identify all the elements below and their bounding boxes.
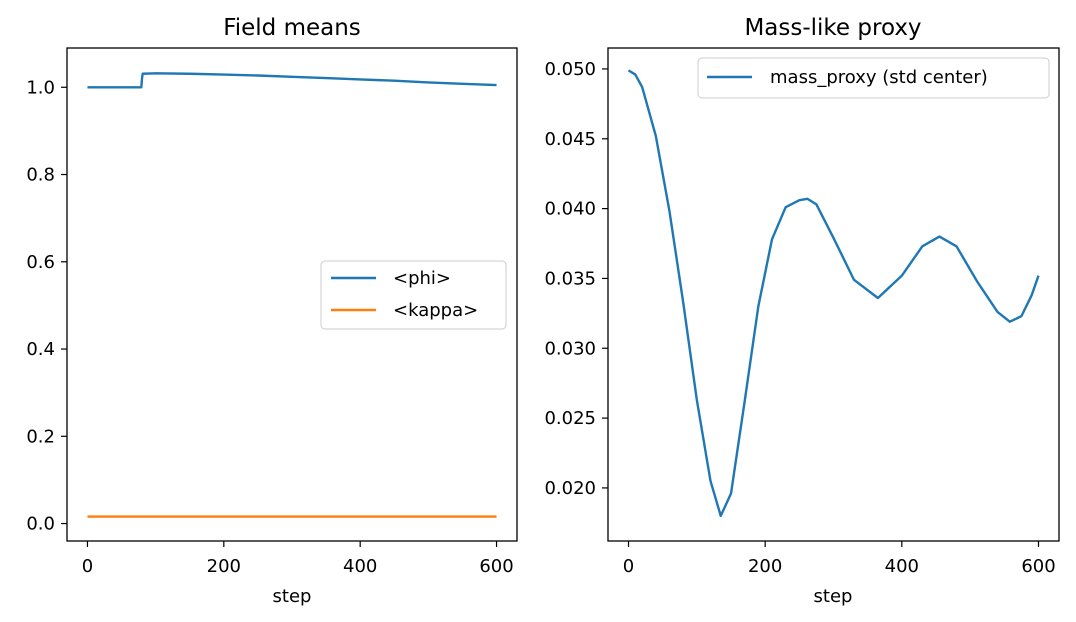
- y-tick-label: 0.4: [26, 339, 55, 360]
- y-tick-label: 0.030: [544, 338, 596, 359]
- legend-label-mass-proxy: mass_proxy (std center): [770, 67, 988, 88]
- x-tick-label: 200: [748, 556, 782, 577]
- panel-mass-proxy: Mass-like proxy 0 200 400 600 0.020 0.025 0.03…: [544, 15, 1060, 607]
- x-axis-label: step: [814, 586, 853, 607]
- legend: <phi> <kappa>: [320, 260, 507, 330]
- legend-label-phi: <phi>: [393, 268, 451, 289]
- axes-frame: [66, 47, 518, 542]
- y-tick-label: 0.020: [544, 478, 596, 499]
- legend: mass_proxy (std center): [697, 57, 1050, 99]
- tick-layer: 0 200 400 600 0.020 0.025 0.030 0.035 0.040 0.045…: [544, 59, 1055, 577]
- series-line-1-0: [627, 69, 1040, 518]
- legend-box: [697, 57, 1050, 99]
- tick-layer: 0 200 400 600 0.0 0.2 0.4 0.6 0.8 1.0: [26, 77, 513, 577]
- x-tick-label: 200: [207, 556, 241, 577]
- y-tick-label: 0.045: [544, 129, 596, 150]
- y-tick-label: 0.035: [544, 268, 596, 289]
- axes-frame: [607, 47, 1060, 542]
- x-tick-label: 400: [343, 556, 377, 577]
- y-tick-label: 0.2: [26, 426, 55, 447]
- y-tick-label: 0.050: [544, 59, 596, 80]
- y-tick-label: 0.040: [544, 199, 596, 220]
- panel-field-means: Field means 0 200 400 600 0.0 0.2 0.4 0.6 0.8 1.0…: [26, 15, 518, 607]
- y-tick-label: 1.0: [26, 77, 55, 98]
- x-tick-label: 600: [1021, 556, 1055, 577]
- x-tick-label: 0: [623, 556, 634, 577]
- y-tick-label: 0.8: [26, 165, 55, 186]
- y-tick-label: 0.0: [26, 514, 55, 535]
- x-tick-label: 600: [479, 556, 513, 577]
- x-tick-label: 0: [82, 556, 93, 577]
- chart-title: Field means: [223, 15, 361, 41]
- y-tick-label: 0.6: [26, 252, 55, 273]
- y-tick-label: 0.025: [544, 408, 596, 429]
- chart-title: Mass-like proxy: [744, 15, 921, 41]
- legend-label-kappa: <kappa>: [393, 300, 478, 321]
- series-layer: [87, 72, 497, 518]
- series-layer: [627, 69, 1040, 518]
- x-axis-label: step: [273, 586, 312, 607]
- series-line-0-0: [87, 72, 497, 89]
- x-tick-label: 400: [885, 556, 919, 577]
